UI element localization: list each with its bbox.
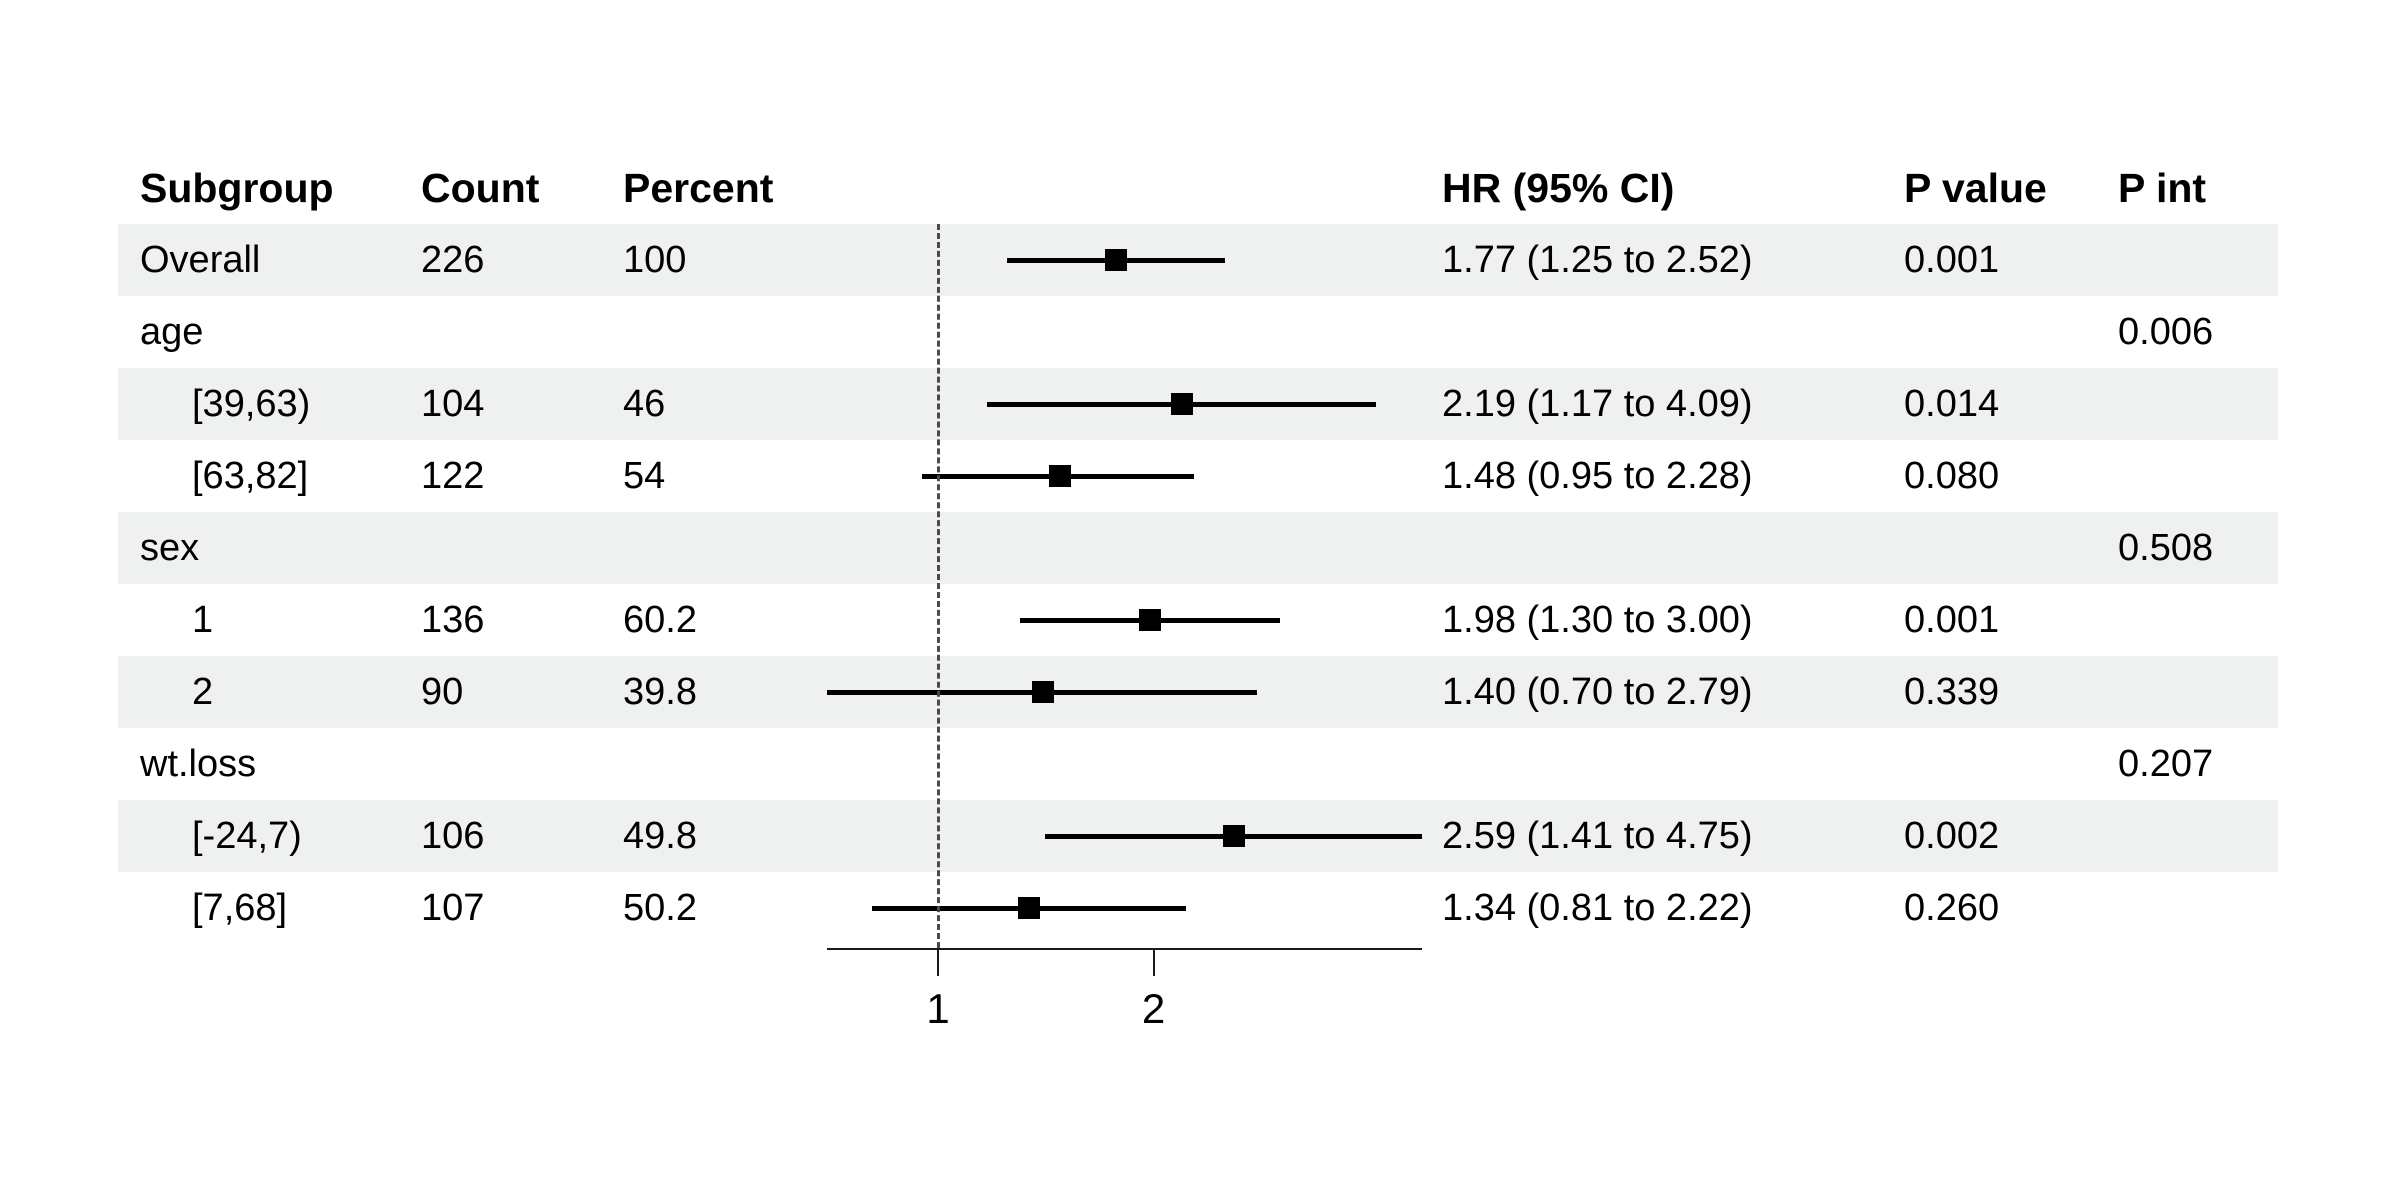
- hr-ci-value: 1.40 (0.70 to 2.79): [1442, 671, 1753, 713]
- count-value: 122: [421, 455, 485, 497]
- reference-line-hr-1: [936, 224, 940, 948]
- count-value: 90: [421, 671, 464, 713]
- hr-ci-value: 1.48 (0.95 to 2.28): [1442, 455, 1753, 497]
- hr-ci-value: 1.77 (1.25 to 2.52): [1442, 239, 1753, 281]
- p-interaction-value: 0.006: [2118, 311, 2214, 353]
- subgroup-label: age: [140, 311, 204, 353]
- hr-point-marker: [1031, 681, 1054, 703]
- x-axis-tick-label: 2: [1141, 985, 1166, 1032]
- percent-value: 54: [623, 455, 666, 497]
- p-value: 0.080: [1904, 455, 2000, 497]
- percent-value: 46: [623, 383, 666, 425]
- hr-point-marker: [1017, 897, 1040, 919]
- subgroup-label: sex: [140, 527, 200, 569]
- hr-point-marker: [1104, 249, 1127, 271]
- p-value: 0.260: [1904, 887, 2000, 929]
- x-axis-line: [827, 948, 1423, 950]
- count-value: 107: [421, 887, 485, 929]
- p-value: 0.001: [1904, 239, 2000, 281]
- count-value: 136: [421, 599, 485, 641]
- percent-value: 100: [623, 239, 687, 281]
- percent-value: 49.8: [623, 815, 697, 857]
- hr-ci-value: 1.34 (0.81 to 2.22): [1442, 887, 1753, 929]
- p-value: 0.014: [1904, 383, 2000, 425]
- hr-ci-value: 2.19 (1.17 to 4.09): [1442, 383, 1753, 425]
- count-value: 104: [421, 383, 485, 425]
- row-band: [118, 512, 2278, 584]
- column-header-p-int: P int: [2118, 165, 2207, 211]
- subgroup-label: [63,82]: [192, 455, 309, 497]
- percent-value: 60.2: [623, 599, 697, 641]
- x-axis-tick: [1152, 948, 1155, 976]
- p-value: 0.001: [1904, 599, 2000, 641]
- p-interaction-value: 0.207: [2118, 743, 2214, 785]
- x-axis-tick: [937, 948, 939, 976]
- subgroup-label: 2: [192, 671, 214, 713]
- percent-value: 50.2: [623, 887, 697, 929]
- hr-point-marker: [1139, 609, 1162, 631]
- count-value: 106: [421, 815, 485, 857]
- count-value: 226: [421, 239, 485, 281]
- percent-value: 39.8: [623, 671, 697, 713]
- subgroup-label: 1: [192, 599, 214, 641]
- column-header-hr-ci: HR (95% CI): [1442, 165, 1675, 211]
- hr-point-marker: [1170, 393, 1193, 415]
- p-value: 0.339: [1904, 671, 2000, 713]
- subgroup-label: [-24,7): [192, 815, 302, 857]
- column-header-percent: Percent: [623, 165, 774, 211]
- hr-ci-value: 1.98 (1.30 to 3.00): [1442, 599, 1753, 641]
- column-header-count: Count: [421, 165, 540, 211]
- column-header-p-value: P value: [1904, 165, 2047, 211]
- subgroup-label: Overall: [140, 239, 261, 281]
- hr-ci-value: 2.59 (1.41 to 4.75): [1442, 815, 1753, 857]
- p-value: 0.002: [1904, 815, 2000, 857]
- subgroup-label: wt.loss: [140, 743, 257, 785]
- column-header-subgroup: Subgroup: [140, 165, 334, 211]
- x-axis-tick-label: 1: [926, 985, 950, 1032]
- hr-point-marker: [1222, 825, 1245, 847]
- subgroup-label: [7,68]: [192, 887, 288, 929]
- p-interaction-value: 0.508: [2118, 527, 2214, 569]
- hr-point-marker: [1048, 465, 1071, 487]
- subgroup-label: [39,63): [192, 383, 311, 425]
